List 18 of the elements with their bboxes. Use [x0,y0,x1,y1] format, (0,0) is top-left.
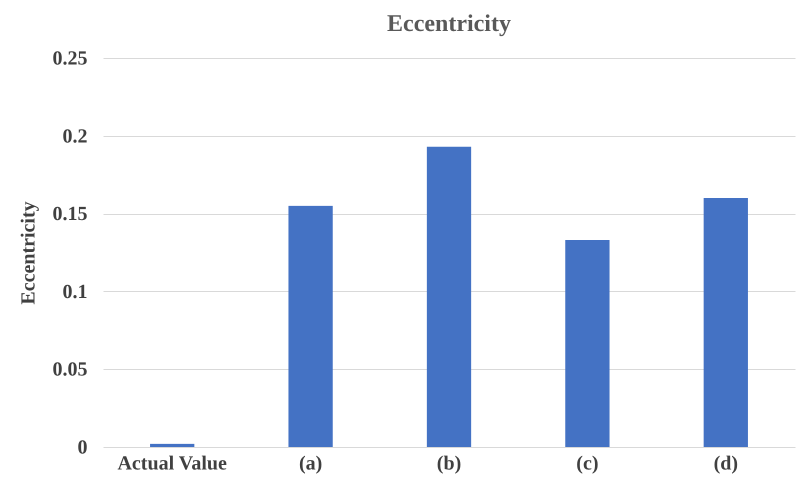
y-tick-label: 0.2 [62,125,88,148]
y-tick-label: 0.15 [52,203,88,226]
x-tick-label: Actual Value [117,452,228,474]
bar [704,198,748,447]
bar [150,444,194,447]
bar [288,206,333,447]
y-tick-label: 0 [78,436,88,458]
x-tick-label: (b) [436,452,462,474]
bar [426,146,472,447]
y-tick-label: 0.1 [62,280,88,303]
y-tick-label: 0.05 [52,358,88,381]
x-tick-label: (c) [576,452,598,474]
x-tick-label: (a) [298,452,322,474]
x-tick-label: (d) [714,452,738,474]
y-axis-title: Eccentricity [18,201,40,305]
y-tick-label: 0.25 [52,48,88,70]
bar [565,240,610,447]
chart-title: Eccentricity [387,11,511,37]
